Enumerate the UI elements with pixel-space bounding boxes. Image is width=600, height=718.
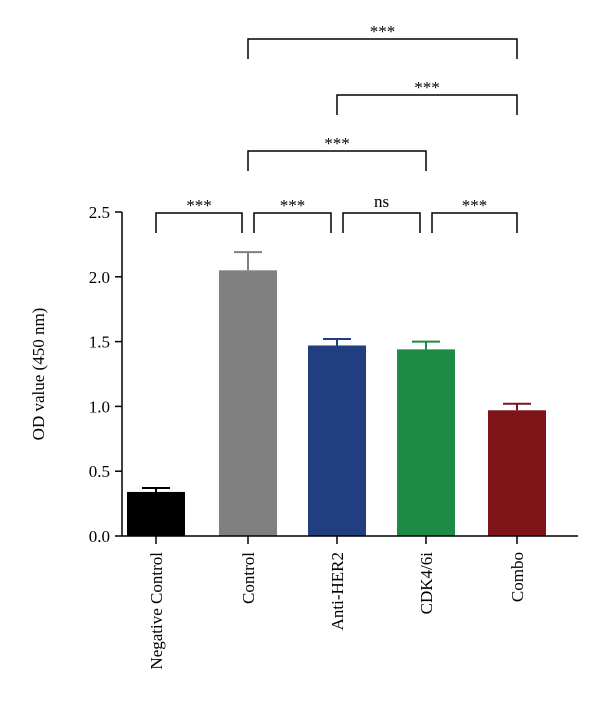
bar [488, 410, 546, 536]
y-tick-label: 1.5 [89, 333, 110, 352]
y-tick-label: 1.0 [89, 397, 110, 416]
significance-bracket [336, 94, 518, 115]
y-ticks: 0.0 0.5 1.0 1.5 2.0 2.5 [89, 203, 122, 546]
significance-bracket [342, 212, 421, 233]
significance-label: *** [414, 78, 440, 97]
significance-bracket [247, 38, 518, 59]
significance-label: *** [370, 22, 396, 41]
axes [121, 212, 578, 537]
significance-label: *** [280, 196, 306, 215]
significance-bracket [247, 150, 427, 171]
x-category-label: Anti-HER2 [328, 552, 347, 630]
y-tick-label: 2.0 [89, 268, 110, 287]
significance-label: ns [374, 192, 389, 211]
x-category-label: Control [239, 552, 258, 604]
x-category-label: Negative Control [147, 552, 166, 670]
significance-bracket [253, 212, 332, 233]
significance-brackets: *** *** ns *** *** *** *** [155, 22, 518, 233]
significance-bracket [155, 212, 243, 233]
bar [127, 491, 185, 536]
y-tick-label: 2.5 [89, 203, 110, 222]
bar [219, 270, 277, 536]
y-tick-label: 0.5 [89, 462, 110, 481]
significance-label: *** [324, 134, 350, 153]
significance-label: *** [462, 196, 488, 215]
error-bars [142, 251, 531, 492]
significance-bracket [431, 212, 518, 233]
x-category-label: CDK4/6i [417, 552, 436, 615]
bar [397, 349, 455, 536]
x-category-label: Combo [508, 552, 527, 602]
bar [308, 345, 366, 536]
bars [127, 270, 546, 536]
x-ticks: Negative Control Control Anti-HER2 CDK4/6i C… [147, 536, 527, 670]
y-axis-title: OD value (450 nm) [29, 308, 48, 441]
significance-label: *** [186, 196, 212, 215]
y-tick-label: 0.0 [89, 527, 110, 546]
